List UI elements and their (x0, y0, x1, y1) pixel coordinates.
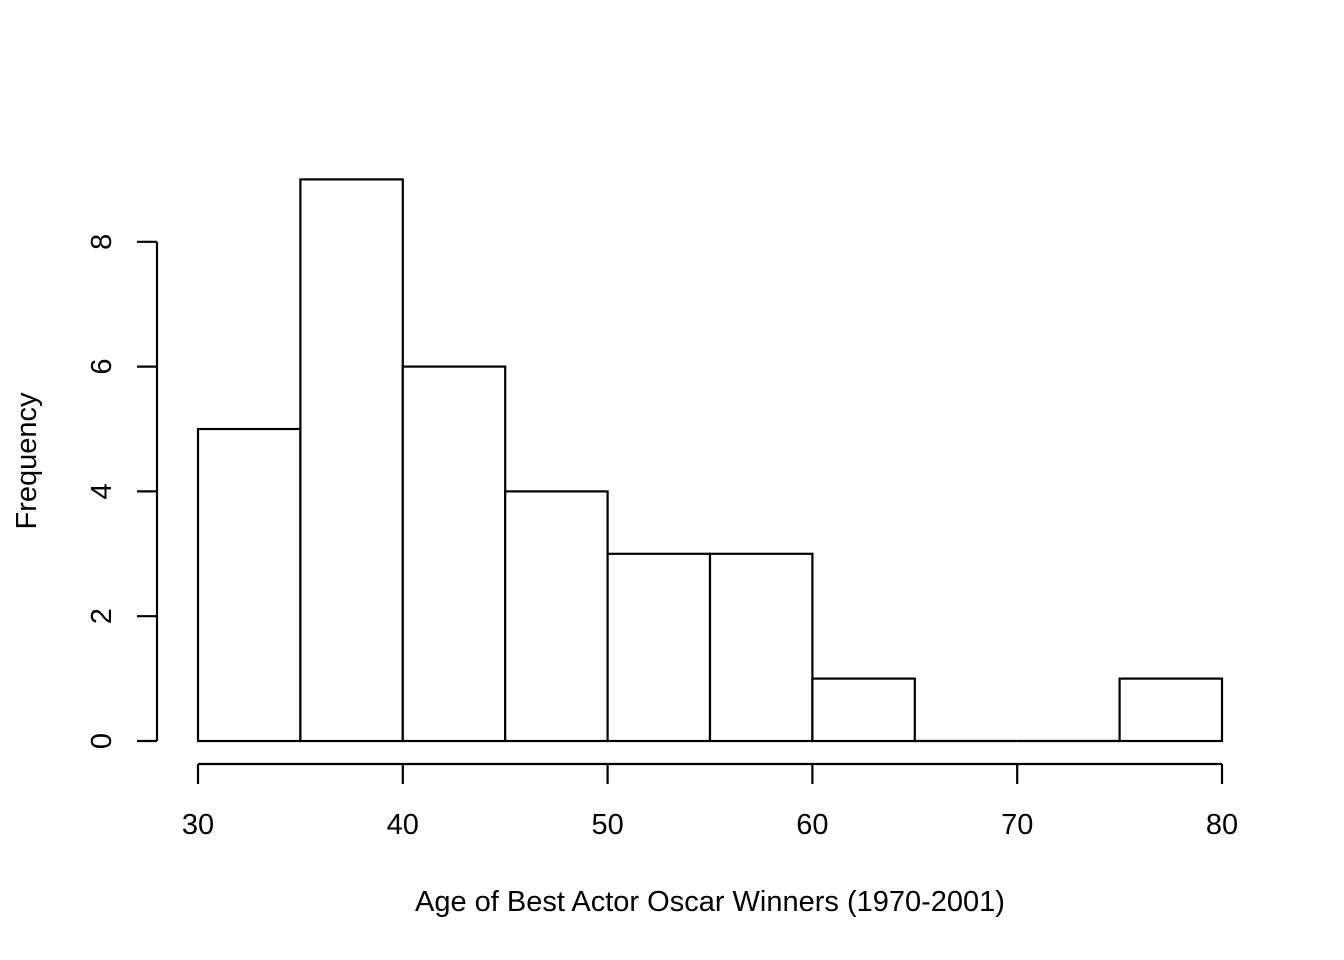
y-tick-label: 2 (86, 608, 118, 624)
y-tick-label: 6 (86, 359, 118, 375)
y-axis: 0 2 4 6 8 (86, 234, 159, 749)
x-tick-label: 70 (1001, 809, 1033, 841)
x-tick-label: 30 (182, 809, 214, 841)
histogram-bar (708, 552, 814, 743)
histogram-bar (811, 677, 916, 743)
histogram-bar (504, 490, 609, 743)
histogram-bars (196, 178, 1224, 743)
x-axis: 30 40 50 60 70 80 (182, 762, 1238, 841)
x-tick-label: 40 (387, 809, 419, 841)
histogram-bar (606, 552, 712, 743)
y-tick-label: 0 (86, 733, 118, 749)
histogram-bar (1118, 677, 1224, 743)
x-tick-label: 80 (1206, 809, 1238, 841)
x-tick-label: 60 (796, 809, 828, 841)
y-tick-label: 8 (86, 234, 118, 250)
x-tick-label: 50 (591, 809, 623, 841)
histogram-bar (299, 178, 404, 743)
y-tick-label: 4 (86, 483, 118, 499)
y-axis-label: Frequency (11, 392, 43, 530)
histogram-bar (401, 365, 507, 743)
x-axis-label: Age of Best Actor Oscar Winners (1970-20… (415, 886, 1005, 918)
histogram-bar (196, 427, 302, 743)
